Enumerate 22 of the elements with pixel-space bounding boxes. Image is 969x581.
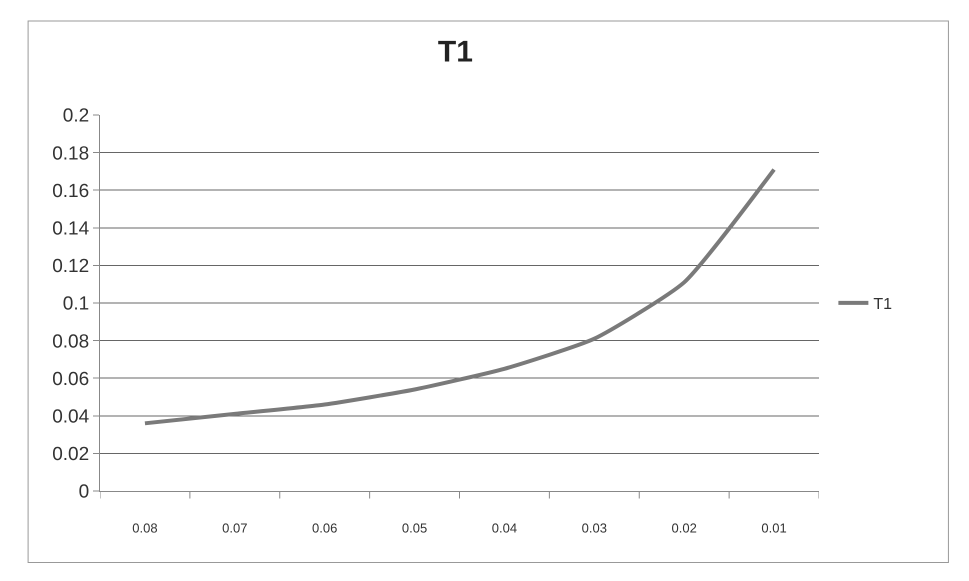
- line-series: [142, 168, 776, 426]
- y-tick-label: 0.12: [52, 256, 90, 278]
- x-tick-label: 0.04: [492, 520, 518, 536]
- y-tick-label: 0.1: [62, 294, 90, 315]
- y-tick-label: 0.18: [52, 143, 90, 164]
- y-tick-label: 0.16: [52, 180, 90, 202]
- x-tick-label: 0.06: [312, 520, 338, 536]
- x-tick-label: 0.03: [582, 520, 607, 536]
- x-tick-label: 0.08: [132, 520, 158, 536]
- y-tick-label: 0.02: [52, 444, 90, 466]
- y-tick-label: 0.08: [52, 331, 90, 352]
- y-tick-label: 0.14: [52, 218, 90, 240]
- y-tick-label: 0.06: [52, 368, 90, 390]
- y-tick-label: 0: [78, 482, 90, 503]
- legend-label: T1: [873, 296, 892, 314]
- x-tick-label: 0.05: [402, 520, 428, 536]
- x-tick-label: 0.02: [672, 520, 697, 536]
- x-tick-label: 0.01: [761, 520, 787, 536]
- chart-title: T1: [438, 36, 473, 69]
- x-tick-label: 0.07: [222, 520, 248, 536]
- y-tick-label: 0.04: [52, 406, 90, 428]
- y-tick-label: 0.2: [62, 106, 90, 127]
